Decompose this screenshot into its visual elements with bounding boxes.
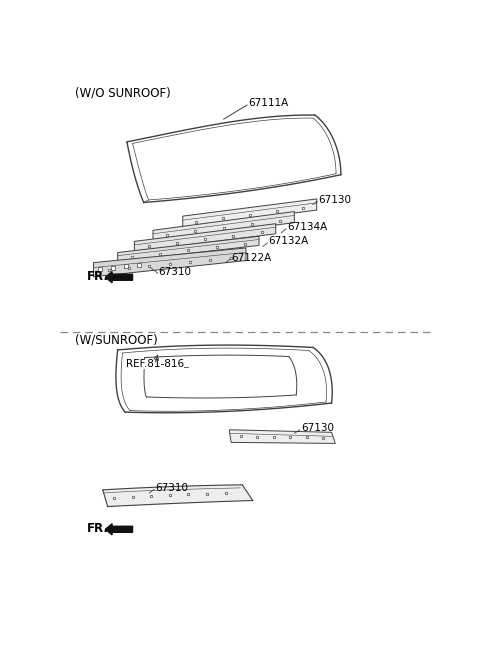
Text: 67111A: 67111A (248, 98, 288, 108)
Polygon shape (134, 224, 276, 251)
FancyArrow shape (106, 523, 132, 535)
Text: 67132A: 67132A (268, 236, 309, 247)
Text: FR.: FR. (87, 522, 109, 535)
Polygon shape (118, 236, 259, 262)
Text: 67134A: 67134A (287, 222, 327, 232)
Text: (W/SUNROOF): (W/SUNROOF) (75, 334, 157, 347)
Text: 67122A: 67122A (231, 253, 271, 262)
Text: 67130: 67130 (319, 195, 351, 205)
Text: 67310: 67310 (158, 267, 192, 277)
Text: 67310: 67310 (155, 483, 188, 493)
Polygon shape (103, 485, 252, 506)
Text: REF.81-816: REF.81-816 (126, 359, 184, 369)
Polygon shape (153, 212, 294, 240)
Text: (W/O SUNROOF): (W/O SUNROOF) (75, 87, 170, 99)
Polygon shape (183, 199, 317, 228)
Text: 67130: 67130 (301, 423, 334, 433)
Polygon shape (94, 248, 246, 277)
FancyArrow shape (106, 272, 132, 283)
Text: FR.: FR. (87, 270, 109, 283)
Polygon shape (229, 430, 335, 443)
